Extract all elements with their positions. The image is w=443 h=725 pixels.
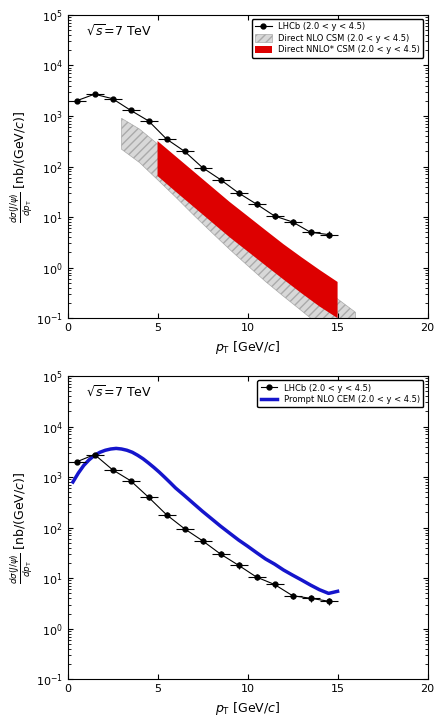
Prompt NLO CEM (2.0 < y < 4.5) xyxy=(108,444,113,453)
Prompt NLO CEM (2.0 < y < 4.5) xyxy=(335,587,340,596)
Prompt NLO CEM (2.0 < y < 4.5) xyxy=(135,451,140,460)
Y-axis label: $\frac{d\sigma(J/\psi)}{dp_{\rm T}}$ [nb/(GeV/$c$)]: $\frac{d\sigma(J/\psi)}{dp_{\rm T}}$ [nb… xyxy=(8,471,34,584)
X-axis label: $p_{\rm T}$ [GeV/$c$]: $p_{\rm T}$ [GeV/$c$] xyxy=(215,339,280,355)
Prompt NLO CEM (2.0 < y < 4.5) xyxy=(236,536,241,544)
Prompt NLO CEM (2.0 < y < 4.5) xyxy=(162,473,167,481)
Prompt NLO CEM (2.0 < y < 4.5) xyxy=(76,469,81,478)
Prompt NLO CEM (2.0 < y < 4.5) xyxy=(119,444,124,453)
Prompt NLO CEM (2.0 < y < 4.5) xyxy=(92,451,97,460)
Prompt NLO CEM (2.0 < y < 4.5) xyxy=(317,585,322,594)
Legend: LHCb (2.0 < y < 4.5), Prompt NLO CEM (2.0 < y < 4.5): LHCb (2.0 < y < 4.5), Prompt NLO CEM (2.… xyxy=(257,380,424,407)
Prompt NLO CEM (2.0 < y < 4.5) xyxy=(70,478,76,486)
Prompt NLO CEM (2.0 < y < 4.5) xyxy=(113,444,119,452)
Prompt NLO CEM (2.0 < y < 4.5) xyxy=(191,500,196,508)
Prompt NLO CEM (2.0 < y < 4.5) xyxy=(151,463,156,472)
Prompt NLO CEM (2.0 < y < 4.5) xyxy=(299,576,304,584)
Prompt NLO CEM (2.0 < y < 4.5) xyxy=(124,446,130,455)
Prompt NLO CEM (2.0 < y < 4.5) xyxy=(272,560,277,568)
Line: Prompt NLO CEM (2.0 < y < 4.5): Prompt NLO CEM (2.0 < y < 4.5) xyxy=(73,448,338,593)
Prompt NLO CEM (2.0 < y < 4.5) xyxy=(140,455,146,463)
Prompt NLO CEM (2.0 < y < 4.5) xyxy=(245,542,250,550)
Text: $\sqrt{s}$=7 TeV: $\sqrt{s}$=7 TeV xyxy=(85,385,152,400)
Prompt NLO CEM (2.0 < y < 4.5) xyxy=(86,455,92,464)
Prompt NLO CEM (2.0 < y < 4.5) xyxy=(97,448,103,457)
Prompt NLO CEM (2.0 < y < 4.5) xyxy=(130,448,135,457)
Prompt NLO CEM (2.0 < y < 4.5) xyxy=(209,515,214,523)
Prompt NLO CEM (2.0 < y < 4.5) xyxy=(326,589,331,597)
Text: $\sqrt{s}$=7 TeV: $\sqrt{s}$=7 TeV xyxy=(85,24,152,39)
Legend: LHCb (2.0 < y < 4.5), Direct NLO CSM (2.0 < y < 4.5), Direct NNLO* CSM (2.0 < y : LHCb (2.0 < y < 4.5), Direct NLO CSM (2.… xyxy=(252,19,424,58)
Prompt NLO CEM (2.0 < y < 4.5) xyxy=(227,529,232,537)
X-axis label: $p_{\rm T}$ [GeV/$c$]: $p_{\rm T}$ [GeV/$c$] xyxy=(215,700,280,717)
Prompt NLO CEM (2.0 < y < 4.5) xyxy=(263,555,268,563)
Prompt NLO CEM (2.0 < y < 4.5) xyxy=(146,459,151,468)
Prompt NLO CEM (2.0 < y < 4.5) xyxy=(218,522,223,531)
Prompt NLO CEM (2.0 < y < 4.5) xyxy=(290,571,295,579)
Prompt NLO CEM (2.0 < y < 4.5) xyxy=(81,461,86,470)
Prompt NLO CEM (2.0 < y < 4.5) xyxy=(281,566,286,574)
Prompt NLO CEM (2.0 < y < 4.5) xyxy=(103,446,108,455)
Prompt NLO CEM (2.0 < y < 4.5) xyxy=(167,478,173,487)
Prompt NLO CEM (2.0 < y < 4.5) xyxy=(200,507,205,515)
Y-axis label: $\frac{d\sigma(J/\psi)}{dp_{\rm T}}$ [nb/(GeV/$c$)]: $\frac{d\sigma(J/\psi)}{dp_{\rm T}}$ [nb… xyxy=(8,110,34,223)
Prompt NLO CEM (2.0 < y < 4.5) xyxy=(254,548,259,557)
Prompt NLO CEM (2.0 < y < 4.5) xyxy=(182,492,187,500)
Prompt NLO CEM (2.0 < y < 4.5) xyxy=(173,484,178,492)
Prompt NLO CEM (2.0 < y < 4.5) xyxy=(308,581,313,589)
Prompt NLO CEM (2.0 < y < 4.5) xyxy=(157,468,162,476)
